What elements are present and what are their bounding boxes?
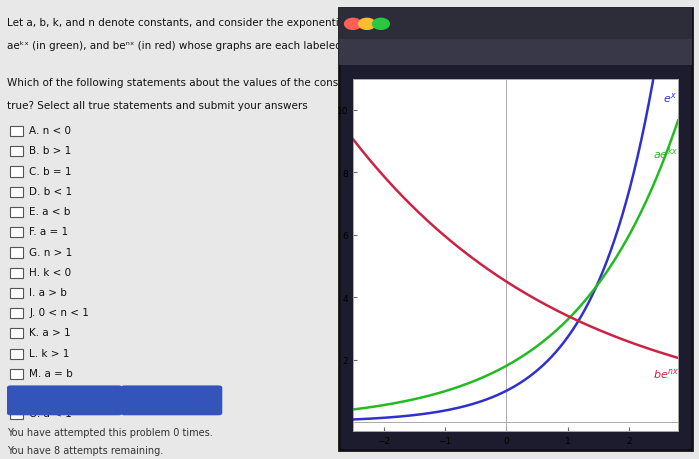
Bar <box>339 9 692 40</box>
Text: E. a < b: E. a < b <box>29 207 71 217</box>
Text: N. 0 < k < 1: N. 0 < k < 1 <box>29 388 94 398</box>
Text: H. k < 0: H. k < 0 <box>29 267 71 277</box>
Circle shape <box>345 19 361 30</box>
Bar <box>10 409 23 420</box>
Bar <box>10 308 23 319</box>
Bar <box>339 9 692 450</box>
Text: J. 0 < n < 1: J. 0 < n < 1 <box>29 308 89 318</box>
Circle shape <box>373 19 389 30</box>
Bar <box>10 187 23 197</box>
Text: You have 8 attempts remaining.: You have 8 attempts remaining. <box>7 445 164 455</box>
Text: $e^x$: $e^x$ <box>663 90 677 104</box>
Bar <box>339 40 692 66</box>
Text: You have attempted this problem 0 times.: You have attempted this problem 0 times. <box>7 427 212 437</box>
Bar <box>10 147 23 157</box>
Text: B. b > 1: B. b > 1 <box>29 146 71 156</box>
Text: K. a > 1: K. a > 1 <box>29 328 71 338</box>
Text: L. k > 1: L. k > 1 <box>29 348 70 358</box>
Text: F. a = 1: F. a = 1 <box>29 227 69 237</box>
Text: Let a, b, k, and n denote constants, and consider the exponential functions eˣ (: Let a, b, k, and n denote constants, and… <box>7 18 464 28</box>
Text: $be^{nx}$: $be^{nx}$ <box>654 366 679 380</box>
FancyBboxPatch shape <box>121 386 222 415</box>
Bar <box>10 389 23 399</box>
Text: ≡: ≡ <box>343 49 350 57</box>
Bar <box>10 228 23 238</box>
Text: D. b < 1: D. b < 1 <box>29 186 73 196</box>
Text: Which of the following statements about the values of the constants a, b, k, and: Which of the following statements about … <box>7 78 457 88</box>
Bar <box>10 329 23 339</box>
Text: M. a = b: M. a = b <box>29 368 73 378</box>
Bar <box>10 248 23 258</box>
FancyBboxPatch shape <box>7 386 122 415</box>
Bar <box>10 369 23 379</box>
Text: O. a < 1: O. a < 1 <box>29 409 72 419</box>
Text: $ae^{kx}$: $ae^{kx}$ <box>654 145 679 162</box>
Text: Submit Answers: Submit Answers <box>130 396 212 405</box>
Text: true? Select all true statements and submit your answers: true? Select all true statements and sub… <box>7 101 308 111</box>
Bar <box>10 349 23 359</box>
Text: Preview My Answers: Preview My Answers <box>13 396 117 405</box>
Bar <box>10 167 23 177</box>
Bar <box>10 207 23 218</box>
Text: C. b = 1: C. b = 1 <box>29 166 72 176</box>
Text: A. n < 0: A. n < 0 <box>29 126 71 136</box>
Text: b1c883b7-bda4-332b-b027-cacaf1298f76___8a20e...: b1c883b7-bda4-332b-b027-cacaf1298f76___8… <box>388 20 589 29</box>
Circle shape <box>359 19 375 30</box>
Text: webwork-math.gvsu.edu/wwtmp/MTH122-14//gif/b1c8...: webwork-math.gvsu.edu/wwtmp/MTH122-14//g… <box>350 49 564 57</box>
Text: G. n > 1: G. n > 1 <box>29 247 73 257</box>
Bar <box>10 288 23 298</box>
Text: I. a > b: I. a > b <box>29 287 67 297</box>
Text: aeᵏˣ (in green), and beⁿˣ (in red) whose graphs are each labeled on the axes bel: aeᵏˣ (in green), and beⁿˣ (in red) whose… <box>7 41 442 51</box>
Bar <box>10 127 23 137</box>
Bar <box>10 268 23 278</box>
